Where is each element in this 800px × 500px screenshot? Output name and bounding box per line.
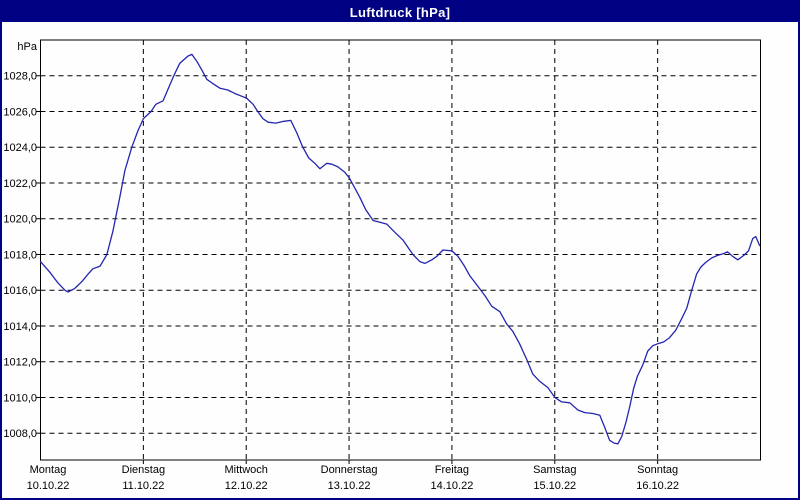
x-date-label: 15.10.22 [533,480,576,492]
y-tick-label: 1010,0 [3,392,37,404]
x-day-label: Donnerstag [321,464,378,476]
x-day-label: Samstag [533,464,576,476]
y-tick-label: 1014,0 [3,321,37,333]
y-tick-label: 1012,0 [3,357,37,369]
x-day-label: Dienstag [122,464,165,476]
x-date-label: 14.10.22 [431,480,474,492]
y-axis-unit-label: hPa [17,41,37,53]
y-tick-label: 1018,0 [3,249,37,261]
y-tick-label: 1008,0 [3,428,37,440]
y-tick-label: 1028,0 [3,71,37,83]
x-date-label: 10.10.22 [27,480,70,492]
x-day-label: Mittwoch [225,464,268,476]
pressure-curve [39,53,761,445]
x-day-label: Sonntag [637,464,678,476]
x-date-label: 12.10.22 [225,480,268,492]
title-bar: Luftdruck [hPa] [2,2,798,22]
x-day-label: Freitag [435,464,469,476]
x-date-label: 11.10.22 [122,480,164,492]
x-day-label: Montag [30,464,67,476]
y-tick-label: 1026,0 [3,106,37,118]
y-tick-label: 1020,0 [3,214,37,226]
window-title: Luftdruck [hPa] [349,4,451,20]
x-date-label: 16.10.22 [636,480,679,492]
y-tick-label: 1024,0 [3,142,37,154]
y-tick-label: 1022,0 [3,178,37,190]
x-date-label: 13.10.22 [328,480,371,492]
y-tick-label: 1016,0 [3,285,37,297]
plot-frame [40,39,761,461]
